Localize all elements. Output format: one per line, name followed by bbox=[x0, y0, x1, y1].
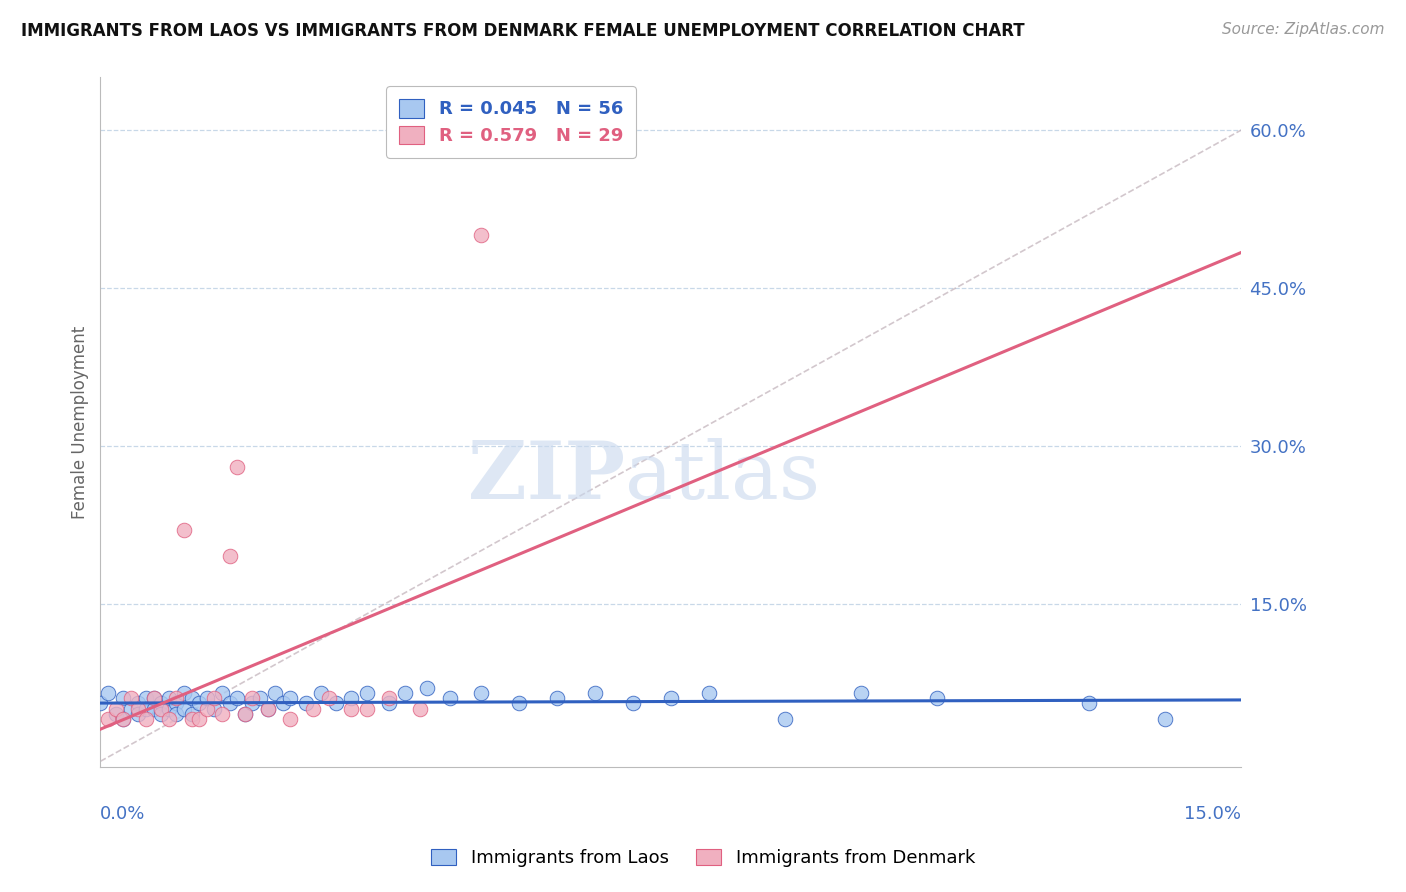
Point bbox=[264, 686, 287, 700]
Text: Source: ZipAtlas.com: Source: ZipAtlas.com bbox=[1222, 22, 1385, 37]
Point bbox=[280, 691, 302, 706]
Point bbox=[150, 706, 173, 721]
Point bbox=[104, 706, 127, 721]
Legend: Immigrants from Laos, Immigrants from Denmark: Immigrants from Laos, Immigrants from De… bbox=[423, 841, 983, 874]
Point bbox=[142, 702, 165, 716]
Point bbox=[211, 686, 233, 700]
Point bbox=[150, 702, 173, 716]
Point bbox=[165, 691, 187, 706]
Point bbox=[233, 706, 256, 721]
Point bbox=[546, 691, 568, 706]
Point bbox=[439, 691, 461, 706]
Point bbox=[180, 706, 202, 721]
Point bbox=[925, 691, 948, 706]
Point bbox=[173, 523, 195, 537]
Point bbox=[302, 702, 325, 716]
Point bbox=[280, 712, 302, 726]
Point bbox=[226, 691, 249, 706]
Point bbox=[1154, 712, 1177, 726]
Point bbox=[218, 549, 240, 564]
Point bbox=[173, 702, 195, 716]
Point bbox=[142, 691, 165, 706]
Point bbox=[470, 686, 492, 700]
Point bbox=[195, 691, 218, 706]
Point bbox=[180, 691, 202, 706]
Point bbox=[218, 697, 240, 711]
Point bbox=[309, 686, 332, 700]
Point bbox=[97, 686, 120, 700]
Point bbox=[621, 697, 644, 711]
Point bbox=[112, 712, 135, 726]
Point bbox=[135, 712, 157, 726]
Point bbox=[416, 681, 439, 695]
Point bbox=[242, 697, 264, 711]
Point bbox=[157, 691, 180, 706]
Point bbox=[394, 686, 416, 700]
Point bbox=[157, 702, 180, 716]
Point bbox=[112, 691, 135, 706]
Point bbox=[150, 697, 173, 711]
Point bbox=[195, 702, 218, 716]
Legend: R = 0.045   N = 56, R = 0.579   N = 29: R = 0.045 N = 56, R = 0.579 N = 29 bbox=[387, 87, 636, 158]
Point bbox=[165, 706, 187, 721]
Point bbox=[211, 706, 233, 721]
Point bbox=[204, 702, 226, 716]
Point bbox=[165, 697, 187, 711]
Point bbox=[256, 702, 278, 716]
Point bbox=[127, 697, 149, 711]
Point bbox=[340, 702, 363, 716]
Point bbox=[104, 702, 127, 716]
Point bbox=[89, 697, 111, 711]
Point bbox=[378, 697, 401, 711]
Text: atlas: atlas bbox=[626, 438, 820, 516]
Point bbox=[849, 686, 872, 700]
Point bbox=[112, 712, 135, 726]
Point bbox=[249, 691, 271, 706]
Text: 15.0%: 15.0% bbox=[1184, 805, 1241, 823]
Point bbox=[340, 691, 363, 706]
Point bbox=[120, 702, 142, 716]
Text: ZIP: ZIP bbox=[468, 438, 626, 516]
Point bbox=[188, 697, 211, 711]
Point bbox=[583, 686, 606, 700]
Point bbox=[697, 686, 720, 700]
Point bbox=[127, 702, 149, 716]
Point bbox=[135, 702, 157, 716]
Point bbox=[173, 686, 195, 700]
Point bbox=[356, 702, 378, 716]
Point bbox=[1078, 697, 1101, 711]
Point bbox=[318, 691, 340, 706]
Point bbox=[180, 712, 202, 726]
Point bbox=[773, 712, 796, 726]
Point bbox=[226, 459, 249, 474]
Point bbox=[659, 691, 682, 706]
Point bbox=[325, 697, 347, 711]
Text: IMMIGRANTS FROM LAOS VS IMMIGRANTS FROM DENMARK FEMALE UNEMPLOYMENT CORRELATION : IMMIGRANTS FROM LAOS VS IMMIGRANTS FROM … bbox=[21, 22, 1025, 40]
Point bbox=[294, 697, 316, 711]
Point bbox=[97, 712, 120, 726]
Point bbox=[256, 702, 278, 716]
Point bbox=[233, 706, 256, 721]
Point bbox=[188, 712, 211, 726]
Point bbox=[142, 691, 165, 706]
Y-axis label: Female Unemployment: Female Unemployment bbox=[72, 326, 89, 518]
Point bbox=[470, 228, 492, 243]
Text: 0.0%: 0.0% bbox=[100, 805, 146, 823]
Point bbox=[378, 691, 401, 706]
Point bbox=[120, 691, 142, 706]
Point bbox=[242, 691, 264, 706]
Point bbox=[356, 686, 378, 700]
Point bbox=[135, 691, 157, 706]
Point bbox=[157, 712, 180, 726]
Point bbox=[204, 691, 226, 706]
Point bbox=[127, 706, 149, 721]
Point bbox=[508, 697, 530, 711]
Point bbox=[409, 702, 432, 716]
Point bbox=[271, 697, 294, 711]
